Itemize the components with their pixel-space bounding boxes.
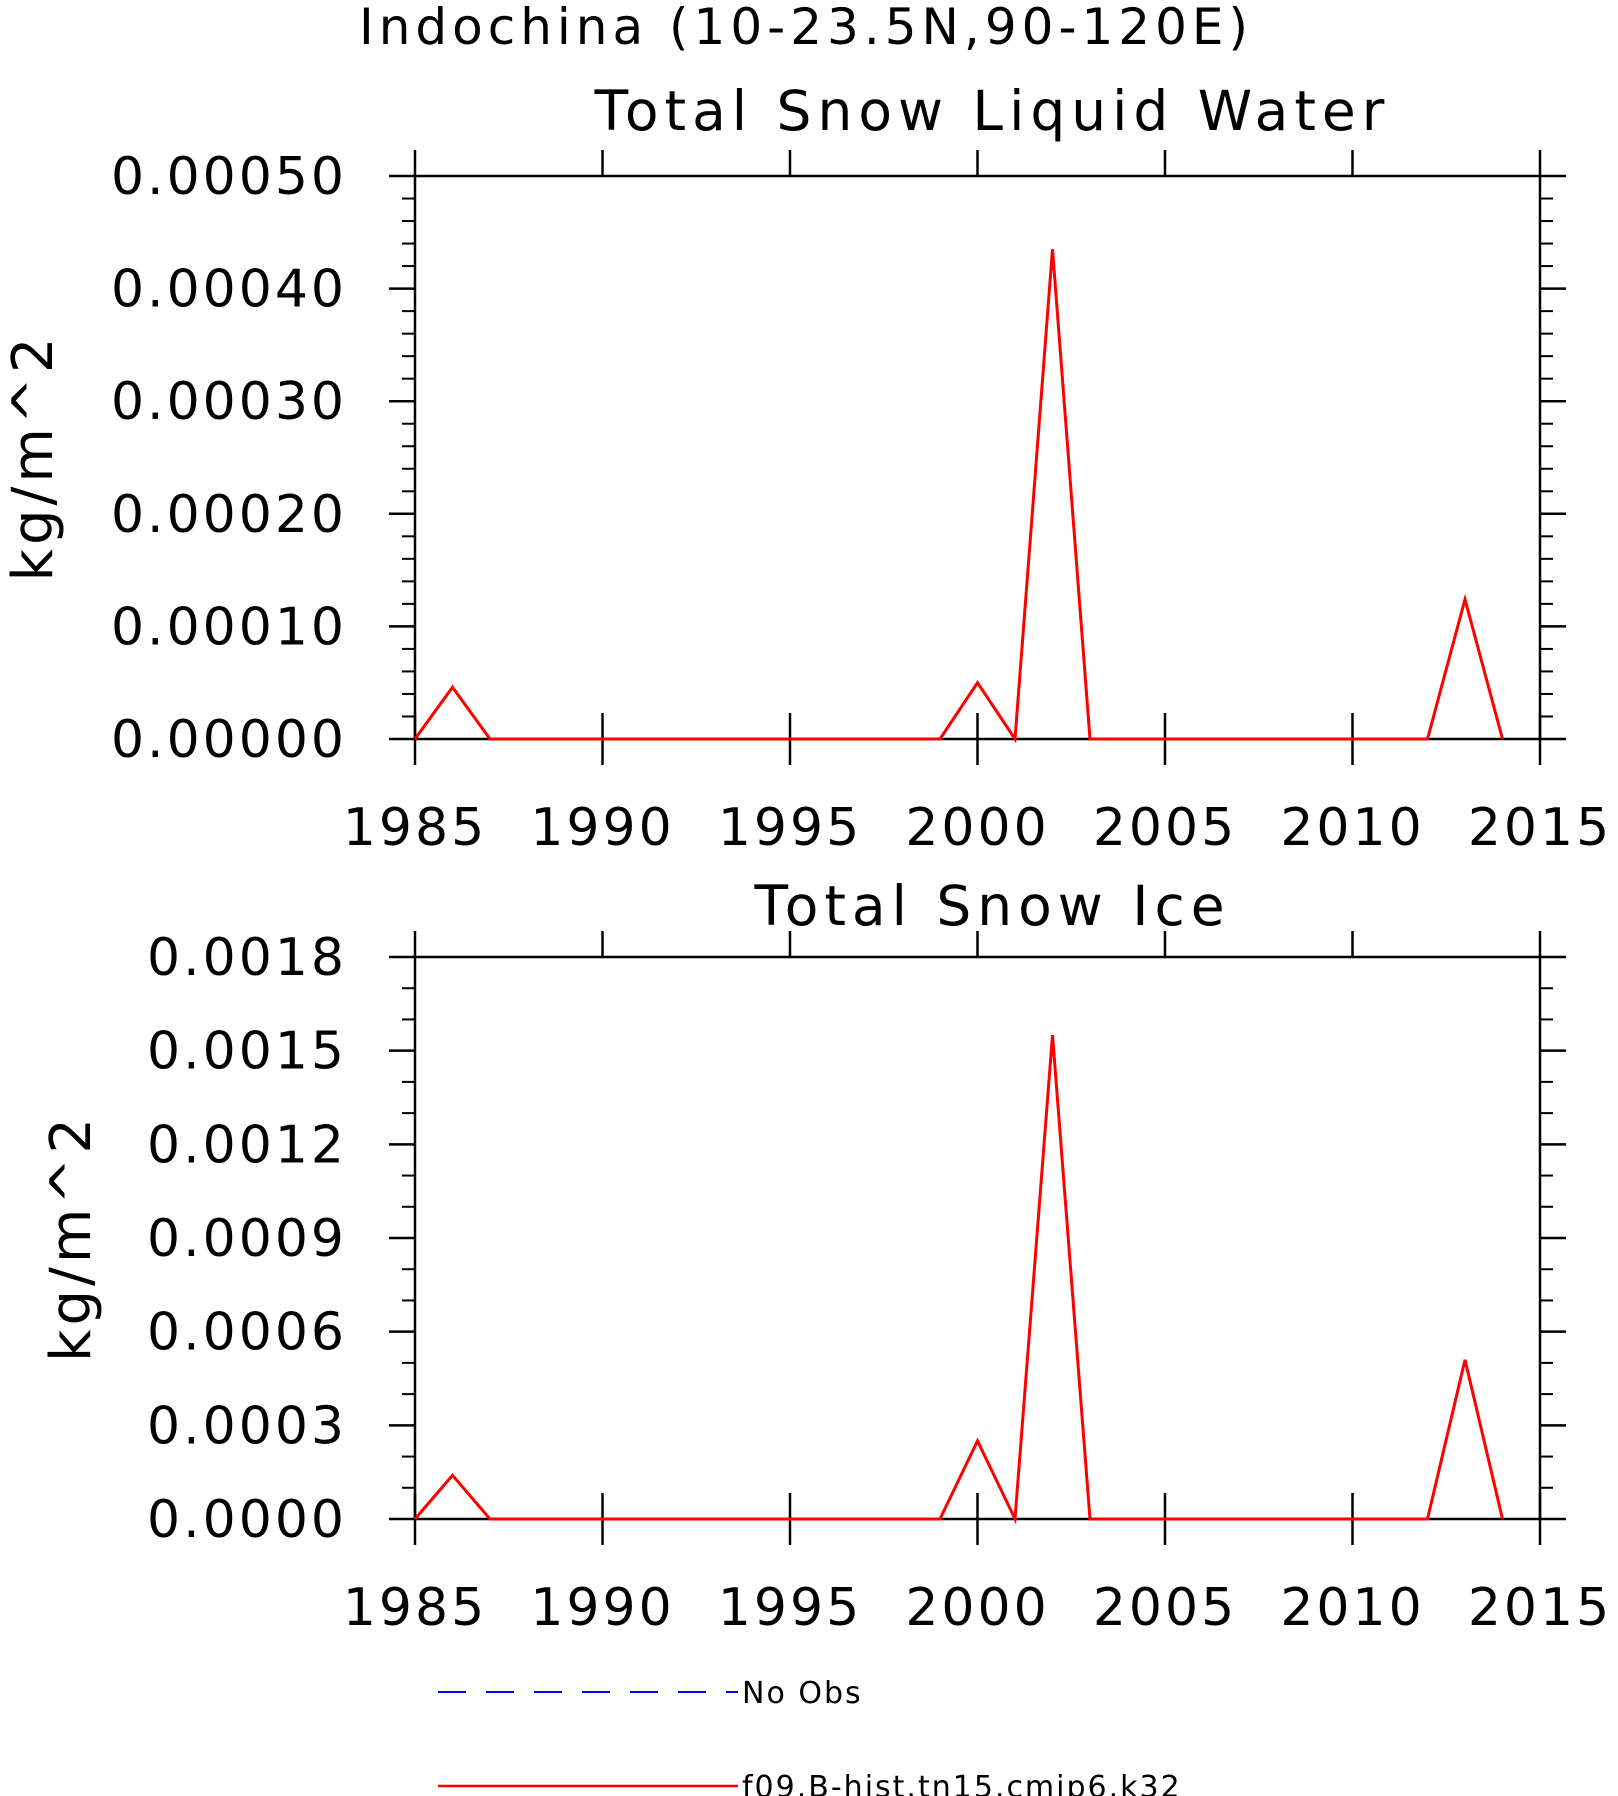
panel-title: Total Snow Ice [753, 874, 1230, 938]
x-tick-label: 2000 [905, 798, 1049, 858]
x-tick-label: 2005 [1093, 798, 1237, 858]
panel-title: Total Snow Liquid Water [594, 79, 1391, 143]
panel-snow-liquid-water: Total Snow Liquid Water 1985 1990 1995 2000 2… [1, 79, 1612, 858]
y-tick-label: 0.00040 [111, 260, 347, 320]
y-tick-label: 0.00050 [111, 147, 347, 207]
panel-snow-ice: Total Snow Ice 1985 1990 1995 2000 2005 2010 20… [39, 874, 1612, 1638]
figure-title: Indochina (10-23.5N,90-120E) [359, 0, 1253, 56]
y-tick-label: 0.0000 [147, 1490, 347, 1550]
x-tick-label: 2010 [1280, 798, 1424, 858]
plot-frame [413, 174, 1542, 741]
plot-frame [413, 955, 1542, 1521]
x-tick-label: 1985 [343, 1578, 487, 1638]
x-tick-label: 2000 [905, 1578, 1049, 1638]
x-tick-label: 1995 [718, 798, 862, 858]
legend-label: f09.B-hist.tn15.cmip6.k32 [742, 1770, 1182, 1796]
series-line [413, 249, 1504, 744]
x-tick-label: 2015 [1468, 798, 1612, 858]
x-tick-label: 1990 [530, 798, 674, 858]
y-tick-label: 0.0015 [147, 1022, 347, 1082]
y-tick-label: 0.0012 [147, 1115, 347, 1175]
y-tick-label: 0.0009 [147, 1209, 347, 1269]
legend: No Obs f09.B-hist.tn15.cmip6.k32 [438, 1676, 1182, 1796]
y-tick-label: 0.00010 [111, 597, 347, 657]
series-line [413, 1034, 1504, 1525]
x-tick-label: 2005 [1093, 1578, 1237, 1638]
y-tick-label: 0.0018 [147, 928, 347, 988]
legend-label: No Obs [742, 1676, 863, 1711]
y-tick-label: 0.00020 [111, 485, 347, 545]
x-tick-label: 1990 [530, 1578, 674, 1638]
y-axis-label: kg/m^2 [39, 1114, 104, 1362]
x-tick-label: 2010 [1280, 1578, 1424, 1638]
y-tick-label: 0.0006 [147, 1303, 347, 1363]
x-tick-label: 1985 [343, 798, 487, 858]
y-axis-label: kg/m^2 [1, 334, 66, 582]
x-tick-label: 1995 [718, 1578, 862, 1638]
y-tick-label: 0.00000 [111, 710, 347, 770]
y-tick-label: 0.0003 [147, 1396, 347, 1456]
y-tick-label: 0.00030 [111, 372, 347, 432]
x-tick-label: 2015 [1468, 1578, 1612, 1638]
